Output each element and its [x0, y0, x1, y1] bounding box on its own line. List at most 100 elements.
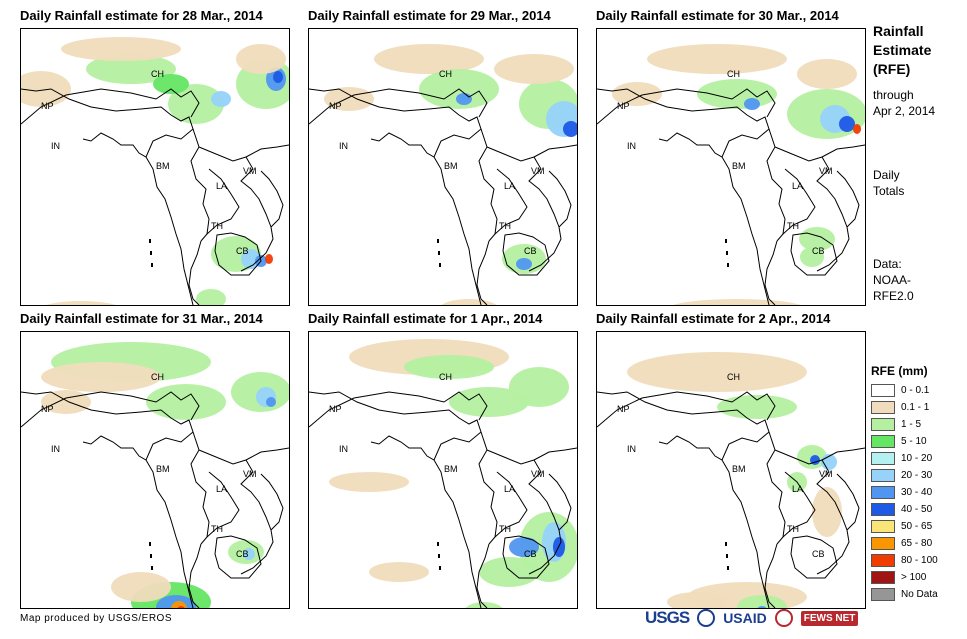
island	[438, 251, 440, 255]
legend-swatch	[871, 469, 895, 482]
legend-item: 10 - 20	[871, 450, 963, 467]
island	[725, 542, 727, 546]
legend-item: 0.1 - 1	[871, 399, 963, 416]
island	[727, 566, 729, 570]
country-label: IN	[627, 444, 636, 454]
country-label: IN	[339, 444, 348, 454]
rainfall-area	[797, 59, 857, 89]
country-border	[494, 471, 528, 538]
country-label: NP	[41, 101, 54, 111]
country-border	[782, 471, 816, 538]
country-label: IN	[339, 141, 348, 151]
country-border	[782, 168, 816, 235]
country-border	[188, 240, 202, 305]
rainfall-area	[441, 299, 497, 305]
country-border	[476, 543, 490, 608]
rainfall-area	[369, 562, 429, 582]
rainfall-area	[697, 79, 777, 109]
country-border	[774, 449, 850, 575]
rainfall-area	[667, 592, 727, 608]
legend-swatch	[871, 452, 895, 465]
island	[726, 554, 728, 558]
country-label: LA	[792, 484, 803, 494]
rainfall-area	[265, 254, 273, 264]
usaid-seal-icon	[697, 609, 716, 627]
country-border	[533, 144, 577, 158]
panel-title: Daily Rainfall estimate for 31 Mar., 201…	[20, 311, 263, 326]
country-border	[309, 391, 488, 428]
island	[437, 542, 439, 546]
rainfall-area	[111, 572, 171, 602]
panel-title: Daily Rainfall estimate for 2 Apr., 2014	[596, 311, 831, 326]
legend-label: > 100	[901, 572, 927, 583]
usaid-logo: USAID	[723, 610, 767, 626]
country-border	[260, 170, 284, 228]
country-border	[433, 459, 482, 608]
rainfall-area	[156, 595, 196, 608]
sidebar-data-source: Data: NOAA- RFE2.0	[873, 257, 914, 303]
country-label: CH	[151, 372, 164, 382]
rainfall-map: CH NP IN BM LA VM TH CB	[20, 331, 290, 609]
country-label: CH	[439, 69, 452, 79]
sidebar-through: through Apr 2, 2014	[873, 88, 936, 118]
country-label: NP	[41, 404, 54, 414]
country-border	[721, 459, 770, 608]
country-border	[21, 88, 200, 125]
island	[150, 251, 152, 255]
legend-label: 10 - 20	[901, 453, 933, 464]
island	[151, 263, 153, 267]
country-border	[198, 146, 274, 272]
rainfall-area	[86, 54, 176, 84]
rainfall-area	[273, 71, 283, 83]
legend-label: 65 - 80	[901, 538, 933, 549]
sidebar-title: Rainfall Estimate (RFE)	[873, 23, 932, 77]
island	[439, 566, 441, 570]
legend-label: 80 - 100	[901, 555, 938, 566]
country-label: LA	[792, 181, 803, 191]
country-border	[533, 447, 577, 461]
country-label: VM	[819, 469, 833, 479]
legend-label: 40 - 50	[901, 504, 933, 515]
country-border	[821, 447, 865, 461]
rainfall-area	[456, 93, 472, 105]
legend-swatch	[871, 520, 895, 533]
rainfall-map: CH NP IN BM LA VM TH CB	[308, 28, 578, 306]
country-border	[245, 144, 289, 158]
country-border	[145, 459, 194, 608]
country-border	[790, 232, 838, 276]
country-border	[206, 168, 240, 235]
country-border	[260, 473, 284, 531]
country-label: CH	[439, 372, 452, 382]
country-label: LA	[504, 484, 515, 494]
country-border	[597, 88, 776, 125]
country-label: CH	[151, 69, 164, 79]
legend-label: No Data	[901, 589, 938, 600]
country-label: IN	[627, 141, 636, 151]
rainfall-area	[509, 537, 539, 557]
legend-swatch	[871, 486, 895, 499]
country-label: TH	[499, 221, 511, 231]
country-border	[494, 168, 528, 235]
country-border	[764, 240, 778, 305]
island	[437, 239, 439, 243]
island	[150, 554, 152, 558]
rainfall-area	[266, 397, 276, 407]
rainfall-area	[146, 384, 226, 420]
country-border	[836, 473, 860, 531]
rainfall-area	[46, 301, 116, 305]
legend-item: 30 - 40	[871, 484, 963, 501]
legend-swatch	[871, 435, 895, 448]
country-label: LA	[216, 484, 227, 494]
island	[726, 251, 728, 255]
country-border	[790, 535, 838, 579]
legend-item: 5 - 10	[871, 433, 963, 450]
country-border	[21, 391, 200, 428]
legend-swatch	[871, 537, 895, 550]
fews-seal-icon	[774, 609, 793, 627]
country-label: CH	[727, 69, 740, 79]
island	[439, 263, 441, 267]
country-label: NP	[329, 101, 342, 111]
country-label: VM	[243, 469, 257, 479]
sidebar-totals: Daily Totals	[873, 168, 905, 198]
country-border	[548, 473, 572, 531]
